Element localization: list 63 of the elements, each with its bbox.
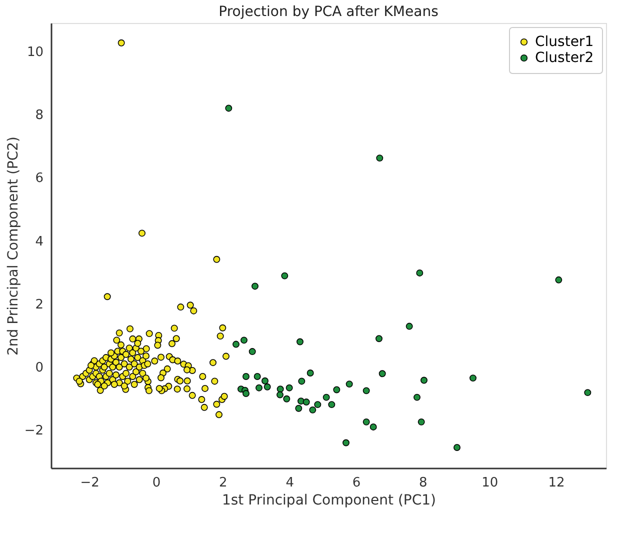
point	[362, 418, 370, 426]
legend-label: Cluster2	[535, 50, 594, 66]
point	[264, 383, 271, 390]
y-tick-label: 6	[35, 171, 44, 186]
point	[306, 370, 314, 376]
point	[322, 394, 330, 401]
point	[276, 391, 284, 398]
point	[298, 378, 306, 385]
point	[418, 418, 425, 426]
point	[328, 401, 336, 408]
point	[242, 390, 250, 397]
y-tick-label: 8	[35, 108, 44, 124]
point	[283, 395, 290, 402]
point	[276, 386, 284, 393]
point	[240, 336, 248, 344]
x-tick-label: 0	[152, 476, 161, 490]
point	[248, 348, 256, 356]
x-tick-label: −2	[80, 476, 100, 490]
point	[314, 401, 322, 408]
point	[454, 444, 460, 451]
x-tick-label: 6	[352, 476, 361, 490]
point	[295, 404, 302, 412]
point	[333, 386, 340, 394]
point	[252, 282, 258, 290]
x-axis-title: 1st Principal Component (PC1)	[222, 492, 436, 508]
point	[225, 104, 232, 112]
x-tick-label: 4	[286, 476, 294, 490]
point	[296, 338, 304, 346]
point	[584, 389, 592, 396]
point	[254, 373, 261, 380]
point	[242, 373, 250, 380]
point	[286, 384, 293, 392]
y-tick-label: 2	[35, 297, 44, 312]
point	[470, 374, 476, 382]
point	[302, 398, 310, 406]
point	[342, 439, 350, 446]
point	[376, 335, 382, 342]
point	[555, 276, 562, 284]
point	[281, 272, 288, 280]
point	[416, 269, 424, 276]
x-tick-label: 10	[482, 476, 498, 490]
point	[376, 154, 384, 162]
x-tick-label: 2	[219, 476, 228, 490]
point	[256, 384, 262, 392]
point	[309, 406, 316, 414]
point	[370, 423, 377, 430]
point	[378, 370, 386, 378]
x-tick-label: 8	[419, 476, 428, 490]
y-tick-label: 0	[35, 360, 44, 376]
point	[346, 380, 353, 388]
legend-label: Cluster1	[535, 34, 594, 50]
point	[262, 377, 268, 384]
y-tick-label: 10	[26, 44, 44, 60]
y-tick-label: −2	[24, 424, 44, 439]
x-tick-label: 12	[548, 476, 565, 490]
point	[420, 376, 428, 384]
point	[232, 340, 240, 348]
y-axis-title: 2nd Principal Component (PC2)	[5, 136, 22, 356]
point	[362, 387, 370, 394]
point	[406, 322, 413, 330]
point	[414, 394, 420, 401]
y-tick-label: 4	[35, 234, 44, 250]
chart-title: Projection by PCA after KMeans	[218, 4, 438, 20]
